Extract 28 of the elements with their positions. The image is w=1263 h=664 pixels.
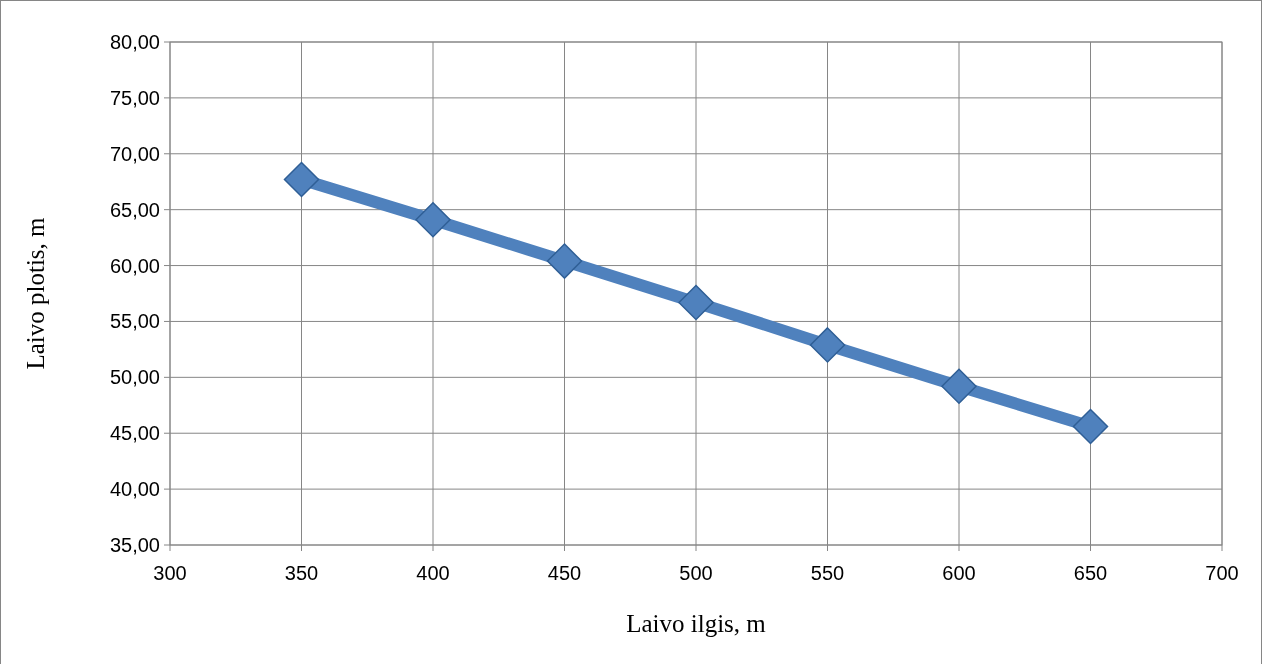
x-tick-label: 600 [942, 562, 976, 584]
point [678, 284, 714, 321]
y-tick-label: 45,00 [109, 422, 160, 445]
point [283, 161, 320, 198]
y-tick-label: 50,00 [109, 366, 160, 389]
x-tick-label: 700 [1205, 562, 1239, 584]
y-tick-label: 60,00 [109, 254, 160, 277]
x-tick-label: 450 [547, 562, 582, 584]
y-tick-label: 70,00 [109, 142, 160, 165]
x-tick-label: 400 [416, 562, 450, 584]
x-tick-label: 300 [153, 562, 187, 584]
x-axis-title: Laivo ilgis, m [626, 610, 767, 637]
x-tick-label: 500 [679, 562, 713, 584]
x-tick-label: 350 [284, 562, 319, 584]
y-tick-label: 40,00 [109, 478, 160, 501]
point [546, 243, 583, 279]
y-tick-label: 75,00 [109, 86, 160, 109]
x-tick-label: 550 [810, 562, 845, 584]
point [415, 201, 451, 238]
y-tick-label: 35,00 [109, 534, 160, 556]
point [1072, 408, 1109, 445]
y-tick-label: 55,00 [109, 310, 160, 333]
y-tick-label: 80,00 [109, 31, 160, 53]
point [941, 368, 977, 405]
y-axis-title: Laivo plotis, m [22, 216, 49, 370]
y-tick-label: 65,00 [109, 198, 160, 221]
point [809, 327, 846, 363]
x-tick-label: 650 [1073, 562, 1108, 584]
